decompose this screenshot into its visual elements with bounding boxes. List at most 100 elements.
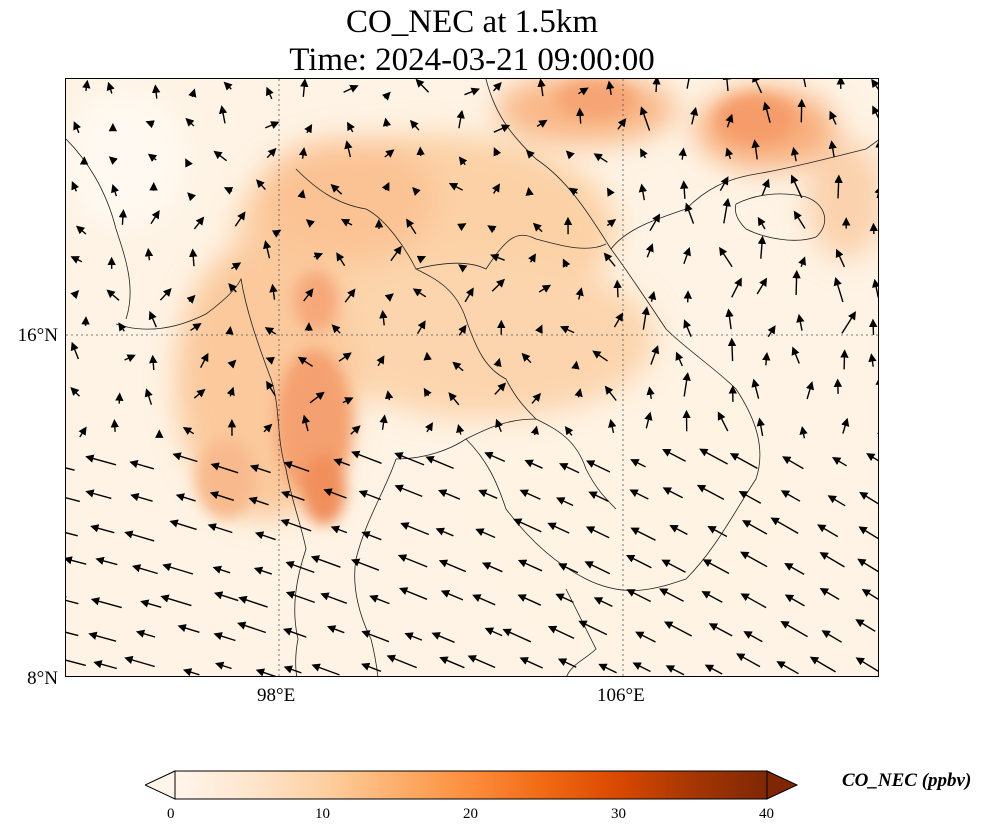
wind-arrow	[796, 313, 805, 331]
wind-arrow	[761, 178, 770, 196]
wind-arrow	[310, 555, 341, 568]
wind-arrow	[646, 386, 655, 400]
wind-arrow	[457, 223, 467, 232]
wind-arrow	[571, 360, 580, 370]
wind-arrow	[689, 106, 699, 125]
wind-arrow	[574, 388, 583, 398]
wind-arrow	[819, 552, 845, 568]
wind-arrow	[472, 594, 496, 606]
wind-arrow	[190, 322, 202, 332]
wind-arrow	[680, 180, 689, 199]
wind-arrow	[701, 591, 723, 603]
wind-arrow	[144, 388, 153, 405]
wind-arrow	[855, 619, 876, 632]
wind-arrow	[376, 355, 385, 367]
wind-arrow	[638, 183, 647, 201]
wind-arrow	[547, 625, 575, 640]
wind-arrow	[464, 287, 474, 303]
wind-arrow	[256, 179, 266, 190]
wind-arrow	[635, 631, 656, 643]
colorbar-tick-label: 30	[611, 806, 626, 822]
wind-arrow	[835, 248, 846, 268]
wind-arrow	[458, 324, 467, 336]
wind-arrow	[757, 235, 767, 259]
wind-arrow	[762, 352, 771, 366]
wind-arrow	[575, 107, 585, 124]
wind-arrow	[309, 391, 325, 404]
wind-arrow	[659, 588, 684, 602]
wind-arrow	[90, 597, 122, 609]
wind-arrow	[861, 589, 878, 600]
wind-arrow	[448, 183, 464, 191]
wind-arrow	[172, 452, 198, 463]
wind-arrow	[406, 218, 417, 235]
wind-arrow	[361, 531, 382, 541]
wind-arrow	[625, 554, 652, 569]
wind-arrow	[829, 110, 837, 125]
wind-arrow	[630, 459, 646, 468]
wind-arrow	[467, 655, 496, 669]
wind-arrow	[66, 556, 87, 565]
wind-arrow	[682, 372, 691, 397]
wind-arrow	[872, 105, 878, 119]
wind-arrow	[478, 489, 498, 499]
lon-label-98e: 98°E	[257, 685, 296, 706]
wind-arrow	[400, 522, 430, 536]
wind-arrow	[187, 192, 197, 202]
wind-arrow	[399, 587, 428, 600]
wind-arrow	[344, 288, 356, 303]
wind-arrow	[538, 284, 552, 293]
wind-arrow	[527, 253, 536, 263]
wind-arrow	[331, 324, 341, 334]
wind-arrow	[384, 293, 394, 302]
wind-arrow	[819, 587, 840, 601]
wind-arrow	[381, 181, 390, 192]
wind-arrow	[519, 657, 543, 669]
wind-arrow	[330, 525, 348, 534]
wind-arrow	[186, 294, 196, 304]
wind-arrow	[70, 256, 83, 264]
wind-arrow	[213, 632, 236, 642]
wind-arrow	[828, 140, 837, 158]
wind-arrow	[300, 79, 309, 97]
wind-arrow	[210, 462, 239, 474]
lat-label-8n: 8°N	[27, 668, 58, 689]
wind-arrow	[228, 283, 237, 293]
wind-arrow	[458, 156, 468, 166]
wind-arrow	[265, 86, 274, 100]
wind-arrow	[343, 84, 359, 93]
wind-arrow	[742, 520, 768, 535]
wind-arrow	[435, 527, 454, 537]
wind-arrow	[725, 113, 734, 128]
wind-arrow	[632, 662, 651, 673]
wind-arrow	[212, 565, 231, 574]
wind-arrow	[358, 490, 382, 501]
wind-arrow	[342, 397, 354, 405]
wind-arrow	[565, 150, 575, 160]
wind-arrow	[555, 593, 574, 603]
wind-arrow	[263, 240, 272, 259]
wind-arrow	[416, 320, 426, 335]
wind-arrow	[424, 422, 433, 433]
wind-arrow	[708, 623, 733, 637]
wind-arrow	[390, 245, 402, 262]
colorbar-tick-label: 20	[463, 806, 478, 822]
wind-arrow	[237, 621, 267, 634]
wind-arrow	[558, 563, 579, 574]
wind-arrow	[535, 324, 543, 334]
wind-arrow	[111, 183, 120, 197]
wind-arrow	[731, 277, 742, 298]
wind-arrow	[149, 354, 158, 370]
wind-arrow	[803, 79, 807, 88]
wind-arrow	[699, 448, 728, 465]
wind-arrow	[799, 425, 808, 439]
wind-arrow	[696, 484, 725, 501]
colorbar-extend-max	[766, 770, 799, 800]
wind-arrow	[118, 209, 128, 225]
wind-arrow	[159, 287, 172, 301]
wind-arrow	[384, 149, 395, 158]
wind-arrow	[513, 518, 542, 533]
wind-arrow	[678, 147, 687, 160]
wind-arrow	[640, 148, 648, 159]
wind-arrow	[118, 322, 127, 332]
